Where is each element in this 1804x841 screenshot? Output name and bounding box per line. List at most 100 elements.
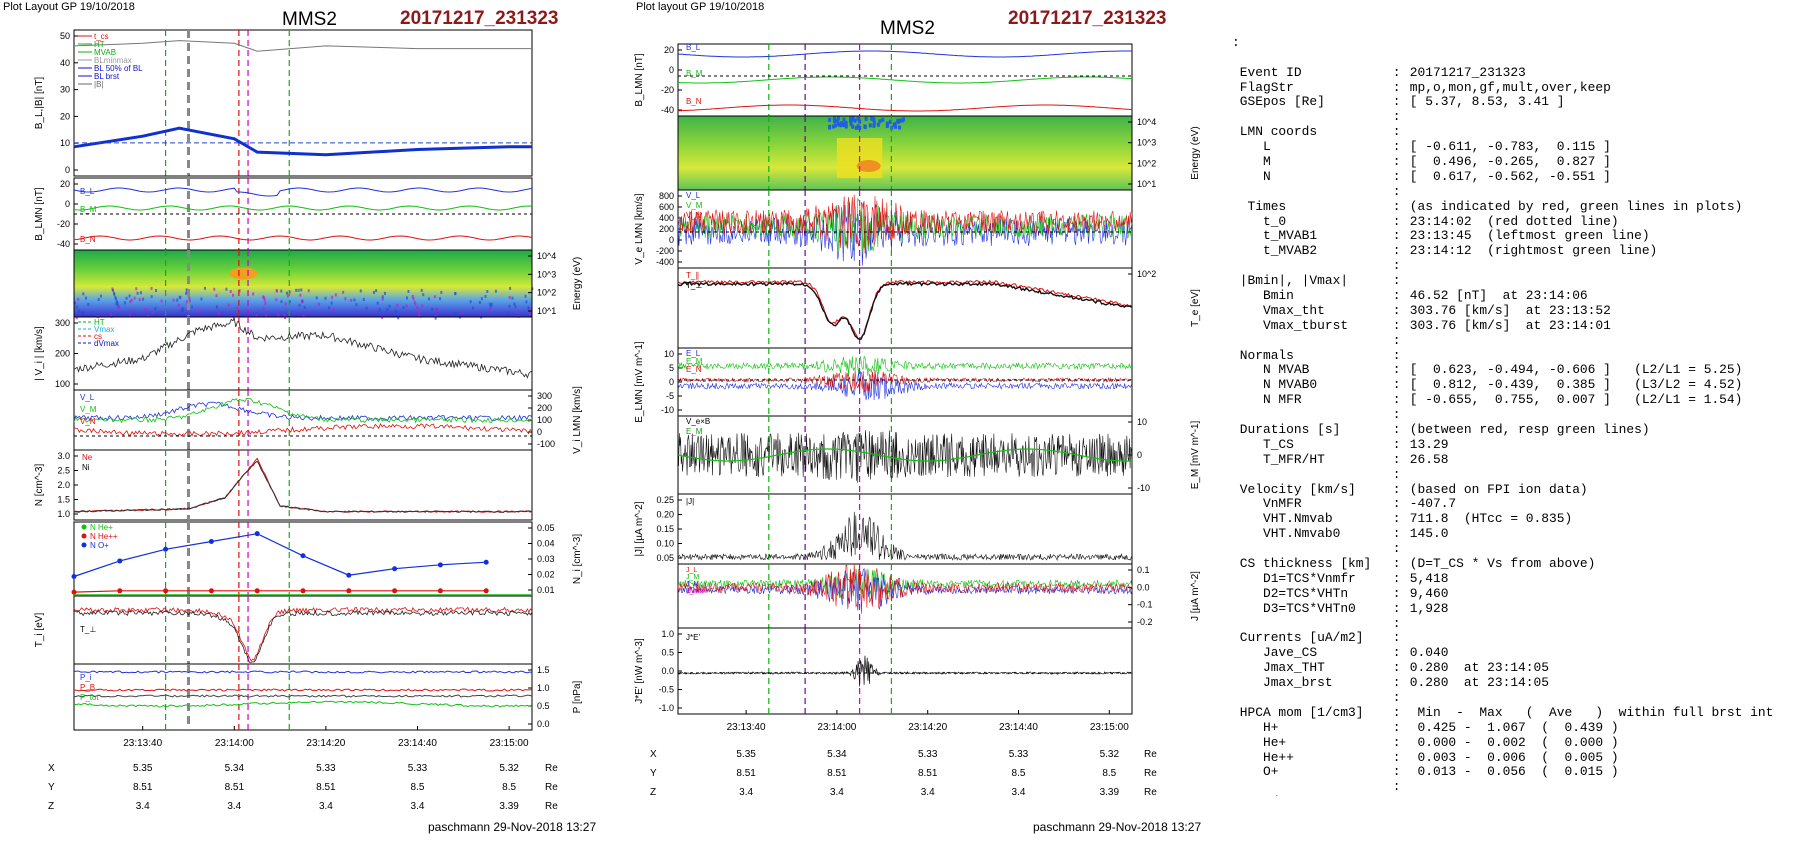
summary-row: N MVAB: [ 0.623, -0.494, -0.606 ] (L2/L1 … <box>1232 362 1802 378</box>
ytick: 0 <box>537 427 542 437</box>
legend-text: BL brst <box>94 72 120 81</box>
panel-m6: E_M [mV m^-1] 10 0 -10 <box>677 415 1201 495</box>
spectro-pixel <box>295 288 298 292</box>
summary-key: CS thickness [km] <box>1239 556 1372 571</box>
ylabel-m1: B_LMN [nT] <box>634 53 645 107</box>
series-label: V_M <box>686 201 703 210</box>
spectro-pixel <box>139 291 142 295</box>
summary-colon: : <box>1392 213 1401 229</box>
series-label: |J| <box>686 497 694 506</box>
summary-colon: : <box>1392 690 1401 706</box>
summary-key: N MFR <box>1239 392 1302 408</box>
summary-colon: : <box>1392 168 1401 184</box>
series-ve-l <box>677 194 1133 254</box>
spectro-pixel <box>132 308 135 312</box>
spectro-pixel <box>435 308 438 312</box>
spectro-pixel <box>129 313 132 317</box>
summary-value: (as indicated by red, green lines in plo… <box>1409 198 1743 214</box>
spectro-pixel <box>275 298 278 302</box>
spectro-pixel <box>412 297 415 301</box>
series-vexb <box>677 430 1133 483</box>
summary-colon: : <box>1392 124 1401 140</box>
series-b-l <box>73 187 533 197</box>
summary-row: FlagStr: mp,o,mon,gf,mult,over,keep <box>1232 80 1802 96</box>
summary-row: He++: 0.003 - 0.006 ( 0.005 ) <box>1232 750 1802 766</box>
spectro-pixel <box>881 117 885 122</box>
spectro-pixel <box>138 298 141 302</box>
frame-p7 <box>73 521 533 597</box>
summary-colon: : <box>1392 436 1401 452</box>
summary-row: t_MVAB1:23:13:45 (leftmost green line) <box>1232 228 1802 244</box>
data-point <box>208 588 214 594</box>
summary-key: Vmax_tht <box>1239 302 1325 318</box>
summary-colon: : <box>1232 34 1240 50</box>
spectro-pixel <box>529 312 532 316</box>
spectro-pixel <box>511 296 514 300</box>
ytick: 100 <box>537 415 552 425</box>
series-label: P_tot <box>80 693 99 702</box>
summary-row: LMN coords: <box>1232 124 1802 140</box>
legend-text: |B| <box>94 80 104 89</box>
spectro-pixel <box>307 289 310 293</box>
summary-row: : <box>1232 616 1802 632</box>
summary-row: : <box>1232 407 1802 423</box>
legend-dot <box>81 524 87 530</box>
series-label: J*E' <box>686 633 700 642</box>
panel-m5: E_LMN [mV m^-1] 10 5 0 -5 -10 <box>634 341 1133 423</box>
pos-value: 3.4 <box>319 801 333 812</box>
series-label: B_L <box>686 43 701 52</box>
data-point <box>437 588 443 594</box>
summary-key: Normals <box>1239 347 1294 363</box>
ytick: 10 <box>664 349 674 359</box>
summary-row: N MVAB0: [ 0.812, -0.439, 0.385 ] (L3/L2 … <box>1232 377 1802 393</box>
summary-key: Jmax_brst <box>1239 675 1333 691</box>
series-e-l <box>677 369 1133 393</box>
summary-colon: : <box>1392 481 1401 497</box>
ylabel-p5: V_i LMN [km/s] <box>572 386 583 454</box>
spectro-pixel <box>275 289 278 293</box>
panel-m4: T_e [eV] 10^2 <box>677 267 1201 349</box>
panel-m9: J*E' [nW m^-3] 1.0 0.5 0.0 -0.5 -1.0 <box>634 627 1133 715</box>
hot-spot <box>856 160 881 172</box>
spectro-pixel <box>280 300 283 304</box>
ylabel-m6: E_M [mV m^-1] <box>1190 420 1201 489</box>
summary-value: 23:14:12 (rightmost green line) <box>1409 243 1658 259</box>
ytick: 0.0 <box>661 666 674 676</box>
ylabel-p4: | V_i | [km/s] <box>34 326 45 381</box>
spectro-pixel <box>282 313 285 317</box>
middle-footer: paschmann 29-Nov-2018 13:27 <box>1033 820 1202 834</box>
spectro-pixel <box>388 304 391 308</box>
spectro-pixel <box>176 298 179 302</box>
spectro-pixel <box>324 296 327 300</box>
series-he-plus-plus <box>73 590 487 593</box>
spectro-pixel <box>378 308 381 312</box>
ytick: -40 <box>57 239 70 249</box>
left-event-title: 20171217_231323 <box>400 8 559 29</box>
spectro-pixel <box>868 123 872 128</box>
spectro-pixel <box>150 295 153 299</box>
pos-row-name: X <box>650 749 657 760</box>
spectro-pixel <box>317 302 320 306</box>
spectro-pixel <box>200 297 203 301</box>
pos-value: 8.51 <box>918 768 938 779</box>
ytick: 0 <box>669 65 674 75</box>
spectro-pixel <box>396 303 399 307</box>
summary-row: |Bmin|, |Vmax|: <box>1232 273 1802 289</box>
spectro-pixel <box>488 307 491 311</box>
ytick: 200 <box>659 224 674 234</box>
summary-row: H+: 0.425 - 1.067 ( 0.439 ) <box>1232 720 1802 736</box>
ytick: 3.0 <box>57 451 70 461</box>
summary-row: HPCA mom [1/cm3]: Min - Max ( Ave ) with… <box>1232 705 1802 721</box>
ytick: 0.03 <box>537 554 555 564</box>
spectro-pixel <box>434 314 437 318</box>
summary-value: 0.013 - 0.056 ( 0.015 ) <box>1409 764 1619 780</box>
ytick: 1.0 <box>661 629 674 639</box>
summary-key: T_CS <box>1239 436 1294 452</box>
spectro-pixel <box>178 295 181 299</box>
pos-value: 8.51 <box>736 768 756 779</box>
summary-key: SEH date <box>1240 794 1393 796</box>
pos-value: 3.4 <box>227 801 241 812</box>
spectro-pixel <box>376 313 379 317</box>
series-ti-par <box>73 606 533 662</box>
xtick-label: 23:14:40 <box>398 738 437 749</box>
